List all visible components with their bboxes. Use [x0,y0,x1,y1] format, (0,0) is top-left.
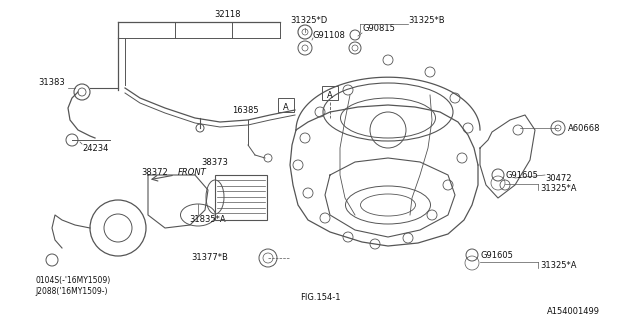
Text: G91108: G91108 [312,30,345,39]
Text: A: A [327,91,333,100]
Text: 31325*D: 31325*D [290,15,327,25]
Text: 32118: 32118 [215,10,241,19]
Text: 31383: 31383 [38,77,65,86]
Text: 31325*B: 31325*B [408,15,445,25]
Text: G90815: G90815 [362,23,395,33]
Text: 31325*A: 31325*A [540,183,577,193]
Text: 38372: 38372 [141,167,168,177]
Text: G91605: G91605 [505,171,538,180]
Text: 30472: 30472 [545,173,572,182]
Text: 24234: 24234 [82,143,108,153]
Bar [278,98,294,112]
Text: A154001499: A154001499 [547,308,600,316]
Text: 38373: 38373 [202,157,228,166]
Text: FRONT: FRONT [178,167,207,177]
Text: 0104S(-'16MY1509): 0104S(-'16MY1509) [35,276,110,284]
Text: FIG.154-1: FIG.154-1 [300,293,340,302]
Text: A60668: A60668 [568,124,600,132]
Text: A: A [283,102,289,111]
Text: J2088('16MY1509-): J2088('16MY1509-) [35,287,108,297]
Text: 31325*A: 31325*A [540,260,577,269]
Bar [322,86,338,100]
Text: 16385: 16385 [232,106,259,115]
Text: 31835*A: 31835*A [189,215,227,225]
Bar [215,175,267,220]
Text: 31377*B: 31377*B [191,253,228,262]
Text: G91605: G91605 [480,251,513,260]
